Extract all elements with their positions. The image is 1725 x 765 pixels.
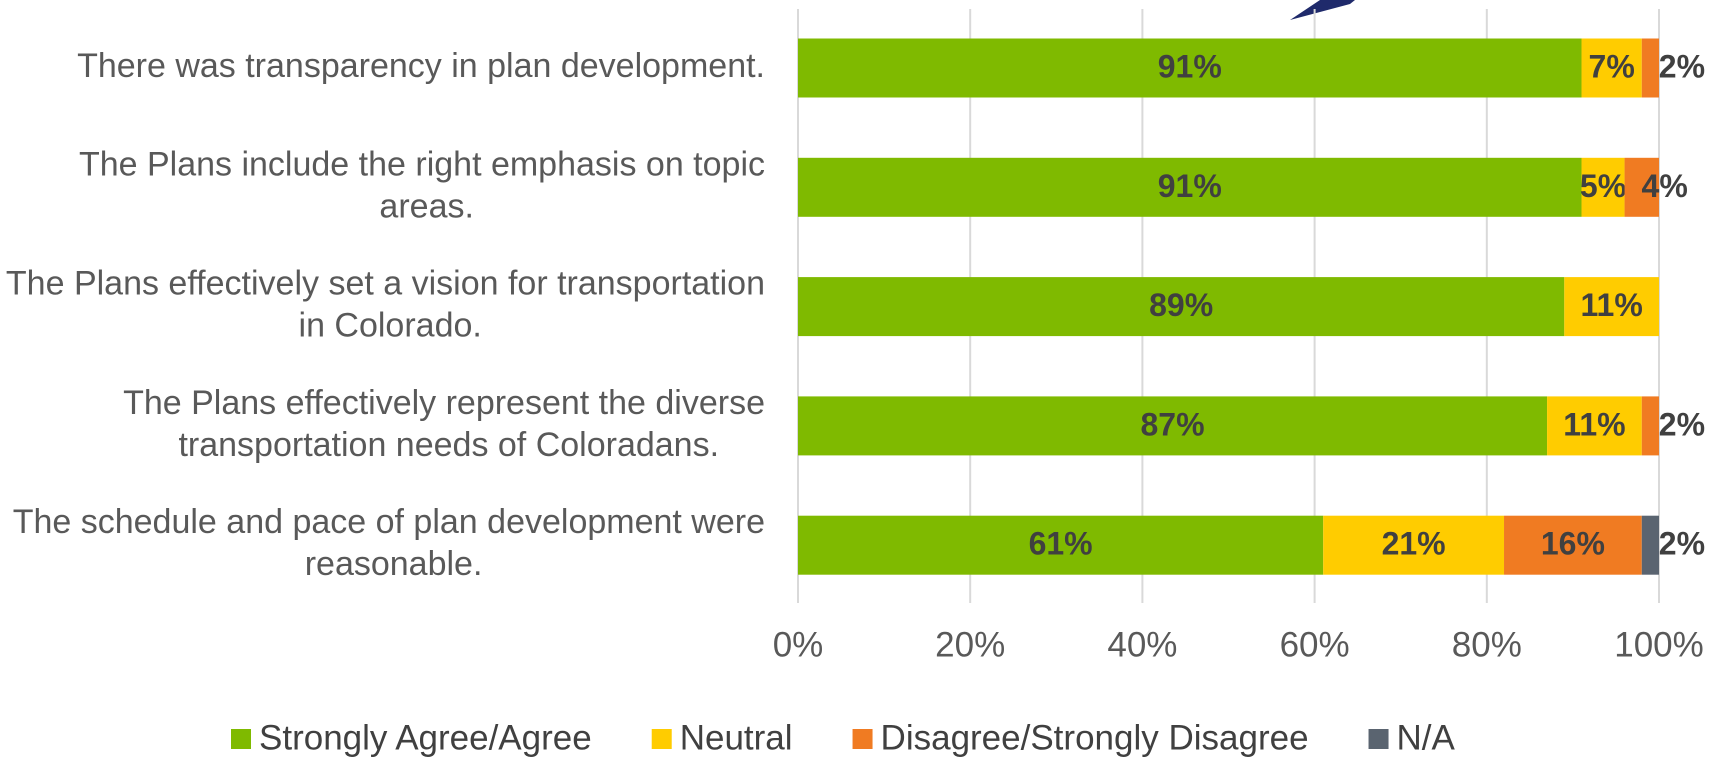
legend-swatch bbox=[231, 729, 251, 749]
bar-segment bbox=[1581, 38, 1642, 98]
x-tick-label: 40% bbox=[1107, 625, 1177, 664]
x-tick-label: 0% bbox=[773, 625, 824, 664]
category-label: There was transparency in plan developme… bbox=[77, 47, 765, 85]
data-label: 5% bbox=[1580, 168, 1626, 204]
decoration-arrow bbox=[1290, 0, 1355, 20]
bar-segment bbox=[1564, 277, 1659, 337]
x-tick-label: 60% bbox=[1280, 625, 1350, 664]
bar-segment bbox=[798, 396, 1548, 456]
bar-segment bbox=[798, 515, 1324, 575]
legend-label: Neutral bbox=[680, 718, 793, 757]
category-label: The Plans effectively represent the dive… bbox=[123, 384, 765, 464]
bar-segment bbox=[1624, 157, 1659, 217]
bar-segment bbox=[798, 157, 1582, 217]
category-label: The Plans include the right emphasis on … bbox=[79, 145, 765, 225]
bar-segment bbox=[798, 38, 1582, 98]
bar-segment bbox=[1323, 515, 1505, 575]
data-label: 2% bbox=[1659, 48, 1705, 84]
data-label: 7% bbox=[1589, 48, 1635, 84]
legend-swatch bbox=[852, 729, 873, 749]
bar-segment bbox=[1547, 396, 1642, 456]
category-label: The schedule and pace of plan developmen… bbox=[13, 503, 765, 583]
x-tick-label: 100% bbox=[1614, 625, 1704, 664]
data-label: 87% bbox=[1141, 406, 1205, 442]
data-label: 16% bbox=[1541, 526, 1605, 562]
bar-segment bbox=[798, 277, 1565, 337]
category-label: The Plans effectively set a vision for t… bbox=[6, 265, 765, 345]
bar-segment bbox=[1641, 38, 1659, 98]
x-tick-label: 20% bbox=[935, 625, 1005, 664]
data-label: 21% bbox=[1382, 526, 1446, 562]
data-label: 2% bbox=[1659, 406, 1705, 442]
legend-label: Disagree/Strongly Disagree bbox=[881, 718, 1309, 757]
legend-label: N/A bbox=[1397, 718, 1456, 757]
bar-segment bbox=[1581, 157, 1625, 217]
data-label: 61% bbox=[1029, 526, 1093, 562]
x-tick-label: 80% bbox=[1452, 625, 1522, 664]
data-label: 4% bbox=[1642, 168, 1688, 204]
legend-swatch bbox=[1368, 729, 1389, 749]
bar-segment bbox=[1641, 396, 1659, 456]
data-label: 91% bbox=[1158, 48, 1222, 84]
legend-label: Strongly Agree/Agree bbox=[259, 718, 592, 757]
data-label: 2% bbox=[1659, 526, 1705, 562]
legend-swatch bbox=[651, 729, 672, 749]
data-label: 11% bbox=[1581, 287, 1643, 323]
data-label: 89% bbox=[1149, 287, 1213, 323]
bar-segment bbox=[1641, 515, 1659, 575]
data-label: 11% bbox=[1563, 406, 1625, 442]
data-label: 91% bbox=[1158, 168, 1222, 204]
bar-segment bbox=[1504, 515, 1642, 575]
